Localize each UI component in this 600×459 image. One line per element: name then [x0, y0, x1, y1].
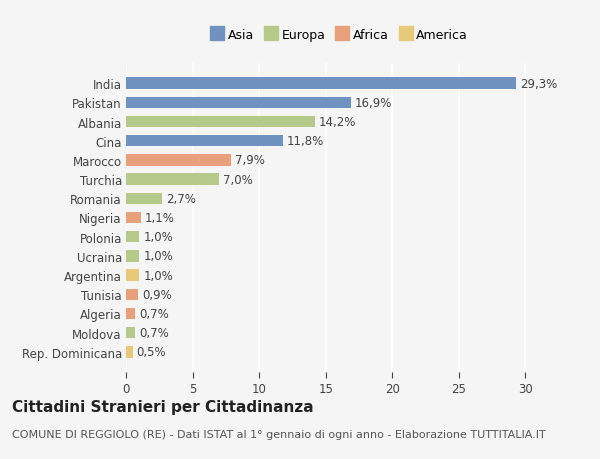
Bar	[126, 289, 138, 300]
Text: 1,1%: 1,1%	[145, 212, 175, 224]
Legend: Asia, Europa, Africa, America: Asia, Europa, Africa, America	[205, 24, 473, 47]
Bar	[126, 231, 139, 243]
Bar	[126, 97, 351, 109]
Text: 0,5%: 0,5%	[137, 346, 166, 358]
Bar	[126, 78, 516, 90]
Text: Cittadini Stranieri per Cittadinanza: Cittadini Stranieri per Cittadinanza	[12, 399, 314, 414]
Text: 11,8%: 11,8%	[287, 135, 325, 148]
Text: 0,9%: 0,9%	[142, 288, 172, 301]
Text: 0,7%: 0,7%	[139, 326, 169, 339]
Bar	[126, 174, 219, 185]
Text: 1,0%: 1,0%	[143, 231, 173, 244]
Text: 1,0%: 1,0%	[143, 250, 173, 263]
Bar	[126, 193, 162, 205]
Text: 7,0%: 7,0%	[223, 173, 253, 186]
Bar	[126, 270, 139, 281]
Bar	[126, 136, 283, 147]
Bar	[126, 308, 136, 319]
Bar	[126, 327, 136, 339]
Text: 14,2%: 14,2%	[319, 116, 356, 129]
Text: COMUNE DI REGGIOLO (RE) - Dati ISTAT al 1° gennaio di ogni anno - Elaborazione T: COMUNE DI REGGIOLO (RE) - Dati ISTAT al …	[12, 429, 546, 439]
Text: 1,0%: 1,0%	[143, 269, 173, 282]
Bar	[126, 251, 139, 262]
Text: 16,9%: 16,9%	[355, 97, 392, 110]
Text: 29,3%: 29,3%	[520, 78, 557, 90]
Bar	[126, 155, 231, 166]
Text: 7,9%: 7,9%	[235, 154, 265, 167]
Text: 2,7%: 2,7%	[166, 192, 196, 205]
Text: 0,7%: 0,7%	[139, 307, 169, 320]
Bar	[126, 212, 140, 224]
Bar	[126, 347, 133, 358]
Bar	[126, 117, 315, 128]
